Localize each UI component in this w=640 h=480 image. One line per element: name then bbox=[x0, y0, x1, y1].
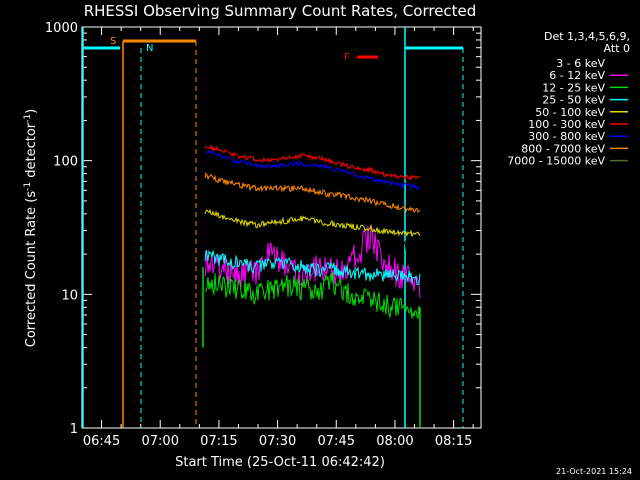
x-tick-label: 08:15 bbox=[435, 434, 472, 449]
legend-header-attenuator: Att 0 bbox=[604, 42, 630, 55]
legend-label: 50 - 100 keV bbox=[535, 106, 605, 119]
series-line bbox=[204, 172, 421, 214]
x-tick-label: 07:45 bbox=[318, 434, 355, 449]
series-layer bbox=[204, 143, 421, 319]
series-line bbox=[204, 150, 421, 190]
series-line bbox=[204, 208, 421, 237]
axes-layer: 1 10 100 1000 06:45 07:00 07:15 07:30 07:45 08:00… bbox=[45, 21, 481, 449]
footer-date: 21-Oct-2021 15:24 bbox=[556, 467, 632, 476]
plot-frame bbox=[81, 26, 482, 429]
x-tick-label: 06:45 bbox=[83, 434, 120, 449]
series-line bbox=[204, 249, 421, 285]
y-tick-label: 10 bbox=[61, 288, 78, 303]
legend-header-detectors: Det 1,3,4,5,6,9, bbox=[544, 30, 630, 43]
legend-label: 100 - 300 keV bbox=[528, 118, 605, 131]
series-line bbox=[204, 271, 421, 319]
series-line bbox=[204, 143, 421, 182]
observing-flags-layer: S N F bbox=[82, 27, 464, 428]
legend-label: 12 - 25 keV bbox=[542, 81, 605, 94]
legend-label: 300 - 800 keV bbox=[528, 130, 605, 143]
flare-marker-label: F bbox=[344, 52, 350, 63]
legend-label: 25 - 50 keV bbox=[542, 94, 605, 107]
y-tick-label: 1000 bbox=[45, 21, 78, 36]
saa-marker-label: S bbox=[110, 36, 116, 47]
night-marker-label: N bbox=[146, 43, 153, 54]
x-tick-label: 08:00 bbox=[376, 434, 413, 449]
series-line bbox=[204, 216, 421, 264]
chart-title: RHESSI Observing Summary Count Rates, Co… bbox=[84, 2, 477, 20]
x-tick-label: 07:00 bbox=[142, 434, 179, 449]
legend-label: 6 - 12 keV bbox=[549, 69, 605, 82]
x-tick-label: 07:15 bbox=[200, 434, 237, 449]
x-tick-label: 07:30 bbox=[259, 434, 296, 449]
legend-label: 7000 - 15000 keV bbox=[507, 155, 605, 168]
y-axis-label: Corrected Count Rate (s-1 detector-1) bbox=[23, 109, 39, 347]
y-tick-label: 100 bbox=[53, 155, 78, 170]
y-tick-label: 1 bbox=[70, 422, 78, 437]
legend-label: 800 - 7000 keV bbox=[521, 142, 605, 155]
x-axis-label: Start Time (25-Oct-11 06:42:42) bbox=[175, 455, 385, 470]
legend-label: 3 - 6 keV bbox=[556, 57, 605, 70]
